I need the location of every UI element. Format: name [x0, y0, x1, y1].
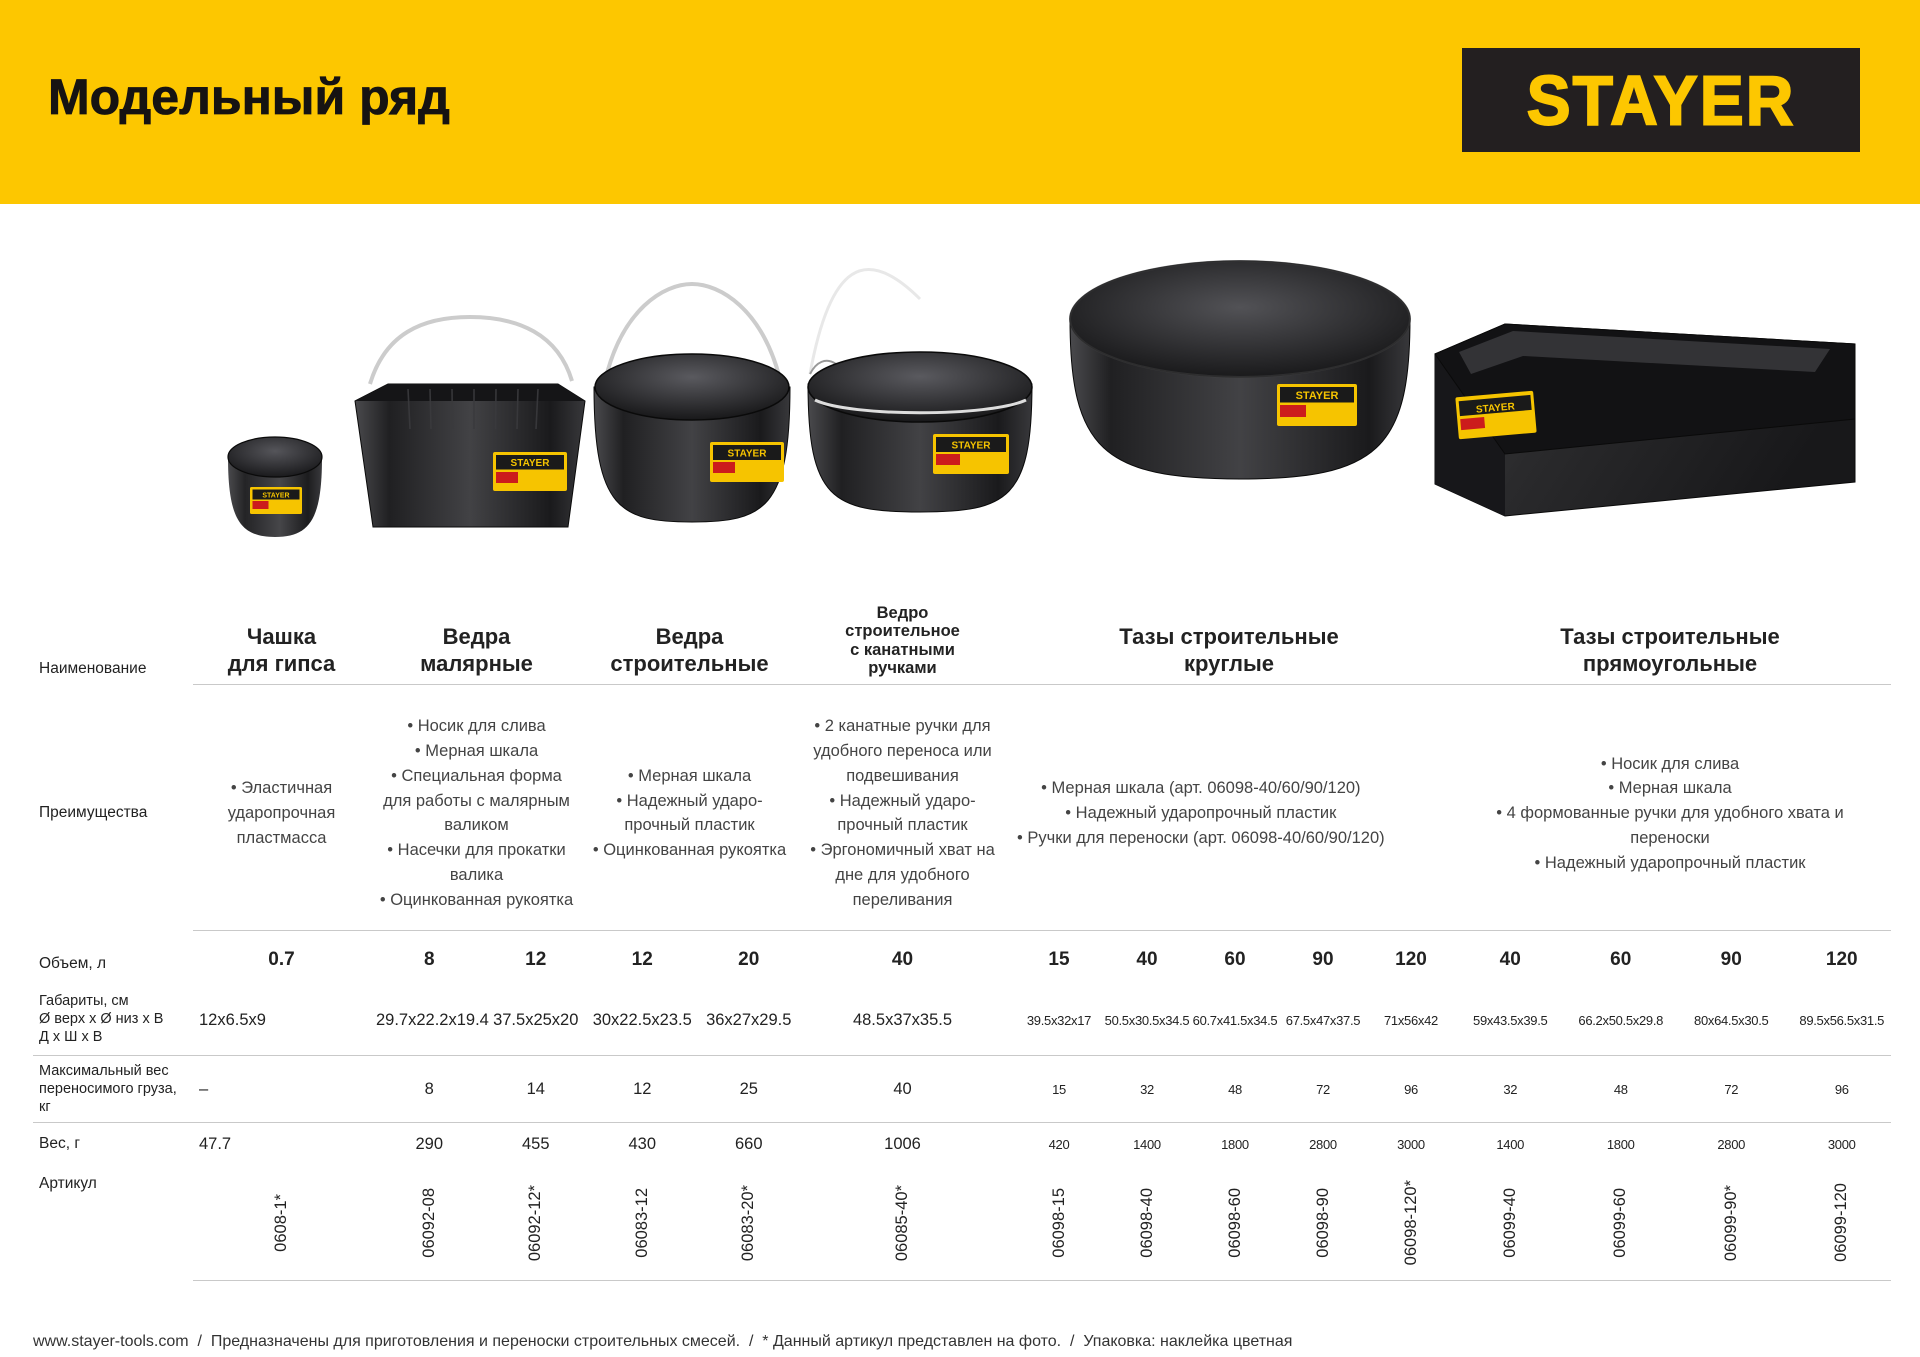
svg-text:STAYER: STAYER [262, 493, 289, 500]
svg-text:STAYER: STAYER [952, 441, 992, 452]
svg-text:STAYER: STAYER [511, 458, 551, 469]
svg-text:STAYER: STAYER [1296, 390, 1339, 402]
svg-text:STAYER: STAYER [728, 449, 768, 460]
